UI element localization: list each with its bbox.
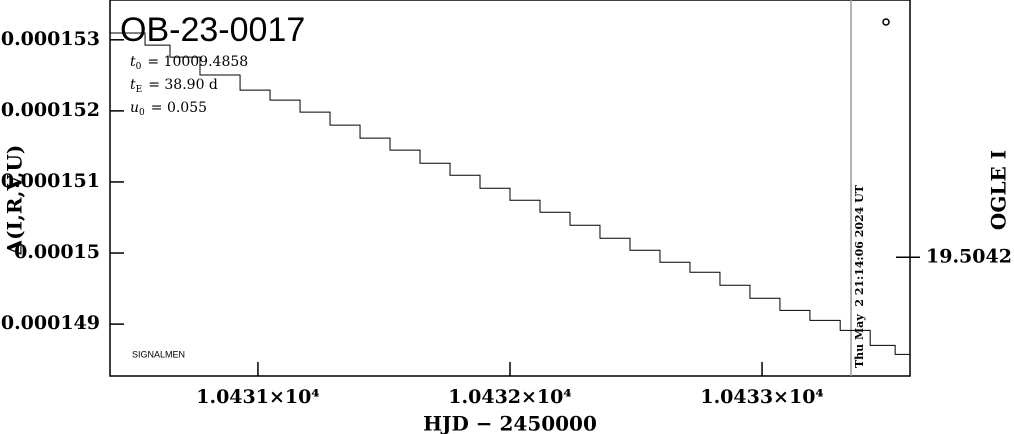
credit: SIGNALMEN [132, 349, 185, 359]
y-tick-label: 0.00015 [14, 241, 100, 263]
y2-tick-label: 19.5042 [926, 245, 1012, 267]
y-tick-label: 0.000153 [1, 28, 100, 50]
x-tick-label: 1.0432×10⁴ [448, 386, 571, 408]
parameter: u0 = 0.055 [130, 100, 207, 118]
marker-symbol [882, 18, 890, 26]
data-line [110, 32, 910, 355]
x-tick-label: 1.0431×10⁴ [196, 386, 319, 408]
x-tick-label: 1.0433×10⁴ [700, 386, 823, 408]
y-tick-label: 0.000152 [1, 99, 100, 121]
x-axis-label: HJD − 2450000 [423, 412, 597, 434]
timestamp-label: Thu May 2 21:14:06 2024 UT [853, 184, 866, 368]
parameter: tE = 38.90 d [130, 77, 218, 95]
y-tick-label: 0.000151 [1, 170, 100, 192]
parameter: t0 = 10009.4858 [130, 54, 248, 72]
chart-title: OB-23-0017 [120, 11, 305, 49]
y-tick-label: 0.000149 [1, 312, 100, 334]
y-axis-label: Δ(I,R,V,U) [3, 145, 27, 256]
y2-axis-label: OGLE I [987, 150, 1011, 230]
